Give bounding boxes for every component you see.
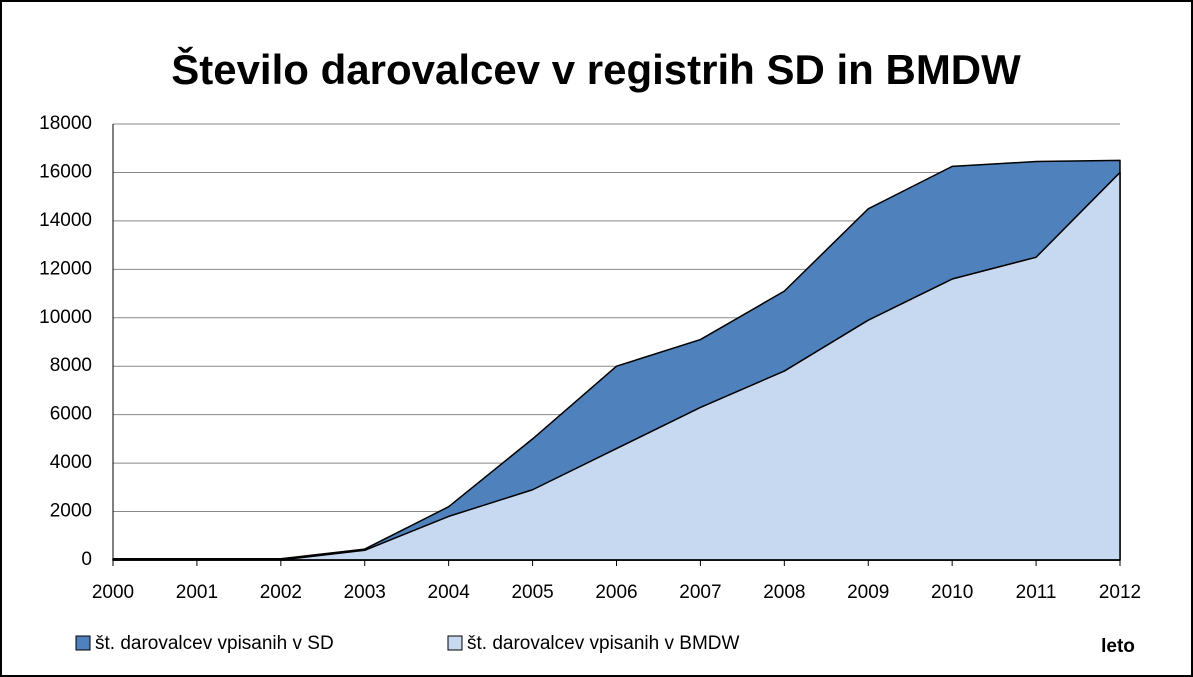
- x-tick-label: 2002: [260, 582, 302, 603]
- legend-swatch: [447, 635, 463, 651]
- y-tick-label: 18000: [39, 113, 92, 134]
- y-tick-label: 12000: [39, 258, 92, 279]
- legend-label: št. darovalcev vpisanih v SD: [95, 633, 334, 654]
- area: [112, 171, 1121, 561]
- x-tick-label: 2003: [344, 582, 386, 603]
- x-tick-label: 2000: [92, 582, 134, 603]
- chart-title: Število darovalcev v registrih SD in BMD…: [171, 45, 1021, 93]
- y-tick-label: 0: [81, 549, 92, 570]
- y-tick-label: 14000: [39, 210, 92, 231]
- x-tick-label: 2001: [176, 582, 218, 603]
- y-tick-label: 4000: [50, 452, 92, 473]
- x-tick-label: 2012: [1099, 582, 1141, 603]
- x-axis-label: leto: [1101, 636, 1135, 657]
- y-tick-label: 10000: [39, 307, 92, 328]
- x-tick-label: 2007: [679, 582, 721, 603]
- x-tick-label: 2004: [428, 582, 471, 603]
- y-tick-label: 8000: [50, 355, 92, 376]
- x-tick-label: 2011: [1016, 582, 1057, 603]
- legend-swatch: [75, 635, 91, 651]
- legend-label: št. darovalcev vpisanih v BMDW: [467, 633, 739, 654]
- y-tick-label: 2000: [50, 501, 92, 522]
- x-tick-label: 2008: [763, 582, 805, 603]
- x-tick-label: 2006: [595, 582, 637, 603]
- y-tick-label: 16000: [39, 161, 92, 182]
- y-tick-label: 6000: [50, 404, 92, 425]
- x-tick-label: 2005: [511, 582, 553, 603]
- x-tick-label: 2010: [931, 582, 973, 603]
- x-tick-label: 2009: [847, 582, 889, 603]
